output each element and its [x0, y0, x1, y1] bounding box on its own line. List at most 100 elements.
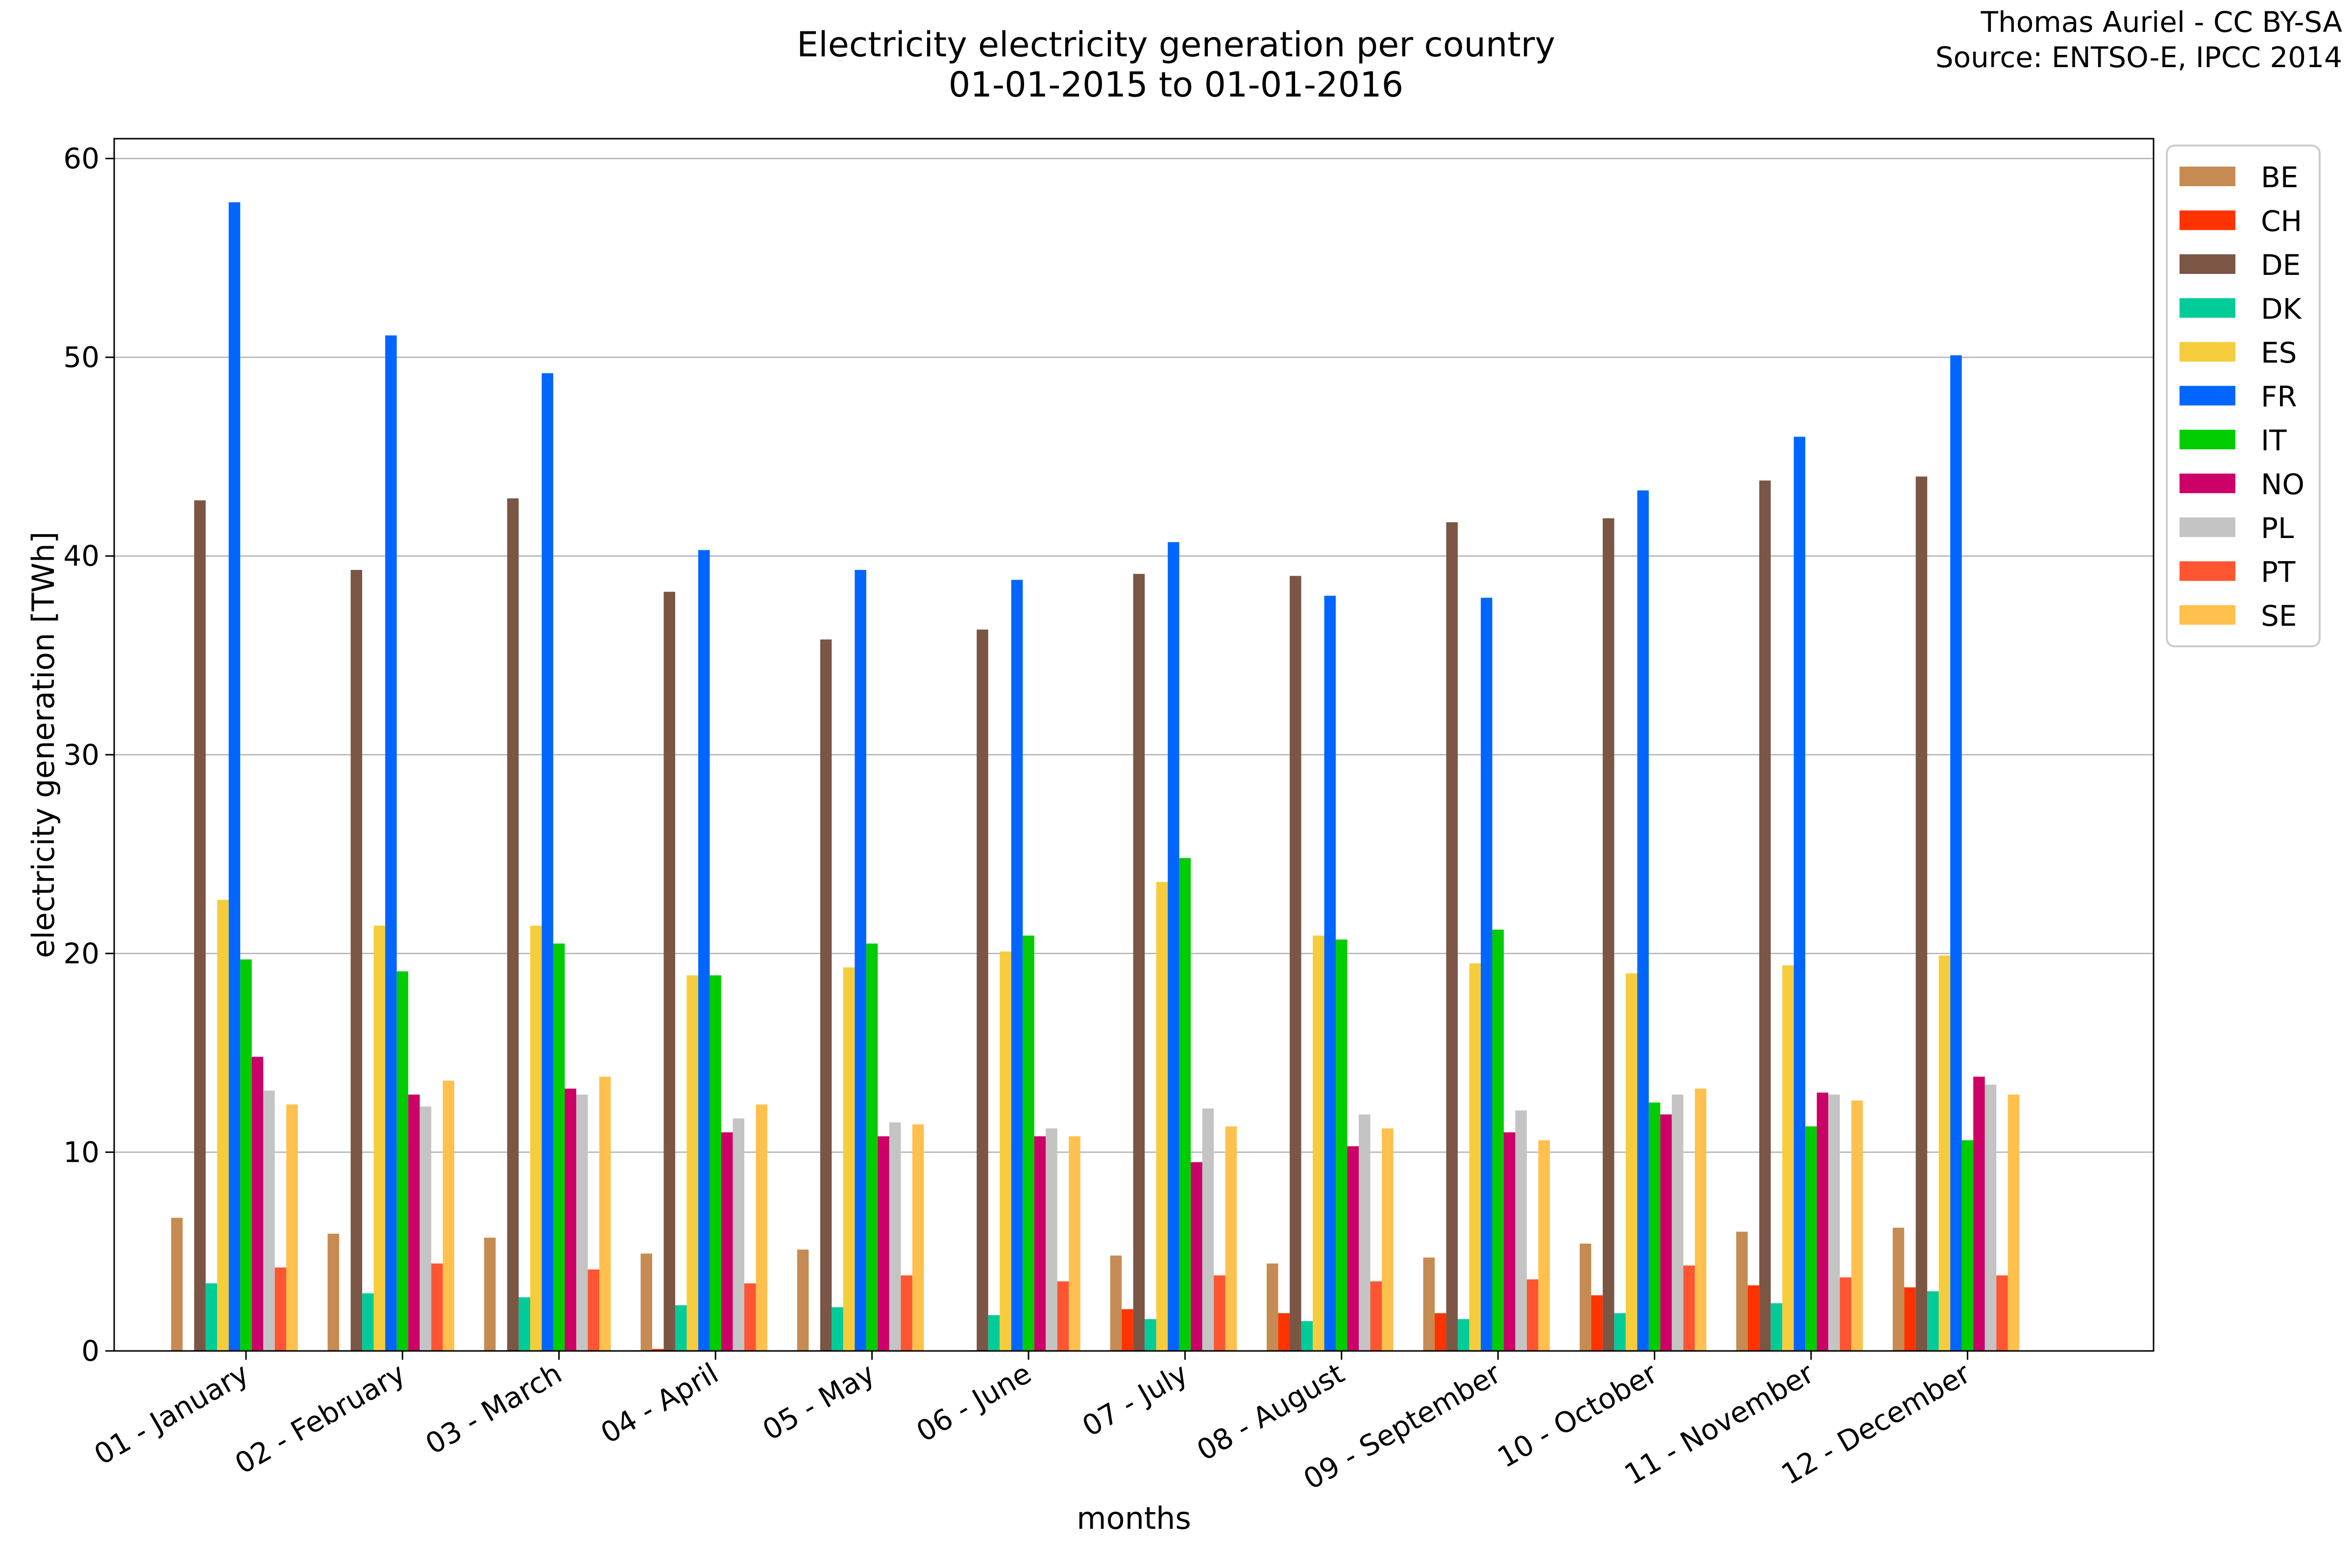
y-tick-label: 0	[81, 1334, 99, 1368]
legend-label-se: SE	[2261, 599, 2297, 633]
bar-pl-2	[419, 1106, 432, 1351]
bar-de-2	[350, 570, 363, 1351]
bar-be-5	[797, 1250, 809, 1351]
bar-es-12	[1938, 955, 1951, 1351]
bar-fr-3	[541, 373, 554, 1351]
bar-de-11	[1759, 480, 1771, 1351]
bar-es-7	[1156, 882, 1168, 1351]
bar-pt-2	[431, 1263, 443, 1351]
bar-pt-4	[744, 1283, 756, 1351]
bar-be-1	[171, 1218, 183, 1351]
bar-pt-6	[1057, 1281, 1069, 1351]
bar-no-9	[1503, 1132, 1516, 1351]
bar-fr-6	[1011, 580, 1023, 1351]
legend-swatch-de	[2180, 254, 2235, 274]
bar-fr-2	[385, 335, 397, 1351]
bar-it-6	[1023, 935, 1034, 1351]
bar-it-7	[1179, 858, 1191, 1351]
legend-label-pt: PT	[2261, 556, 2296, 589]
legend-label-be: BE	[2261, 161, 2298, 194]
bar-se-1	[286, 1104, 298, 1351]
bar-fr-7	[1168, 542, 1179, 1351]
bar-pl-10	[1671, 1094, 1684, 1351]
bar-it-8	[1336, 939, 1348, 1351]
bar-pl-6	[1046, 1128, 1057, 1351]
bar-no-12	[1973, 1077, 1985, 1351]
bar-dk-11	[1770, 1303, 1783, 1351]
chart-title: Electricity electricity generation per c…	[797, 24, 1555, 65]
legend-label-fr: FR	[2261, 380, 2297, 414]
bar-ch-12	[1904, 1287, 1916, 1351]
bar-dk-4	[675, 1305, 687, 1351]
legend: BE CH DE DK ES FR IT NO PL PT SE	[2166, 145, 2321, 647]
y-axis-label: electricity generation [TWh]	[25, 532, 61, 958]
bar-se-8	[1382, 1128, 1394, 1351]
bar-it-11	[1805, 1126, 1817, 1351]
y-axis: 0 10 20 30 40 50 60	[63, 142, 114, 1368]
bar-it-2	[396, 971, 409, 1351]
legend-label-it: IT	[2261, 424, 2287, 457]
bar-no-4	[721, 1132, 733, 1351]
bar-de-12	[1915, 476, 1928, 1351]
bar-dk-5	[832, 1307, 843, 1351]
bar-pl-9	[1515, 1110, 1527, 1351]
bar-de-4	[663, 591, 675, 1351]
bar-se-4	[756, 1104, 767, 1351]
bar-pt-3	[588, 1269, 600, 1351]
bar-be-7	[1110, 1255, 1122, 1351]
y-tick-label: 50	[63, 341, 99, 374]
legend-label-es: ES	[2261, 336, 2297, 369]
bar-be-3	[484, 1237, 496, 1351]
bar-ch-8	[1278, 1313, 1290, 1351]
bar-be-11	[1736, 1231, 1748, 1351]
bar-es-4	[686, 975, 698, 1351]
legend-swatch-pt	[2180, 561, 2235, 581]
bar-pl-4	[733, 1118, 744, 1351]
bar-no-5	[878, 1136, 889, 1351]
bar-no-10	[1660, 1114, 1672, 1351]
bar-de-6	[977, 629, 988, 1351]
bar-dk-8	[1301, 1321, 1313, 1351]
legend-swatch-pl	[2180, 517, 2235, 537]
bar-se-6	[1069, 1136, 1080, 1351]
bar-ch-11	[1747, 1285, 1760, 1351]
bar-it-3	[553, 943, 565, 1351]
legend-swatch-es	[2180, 342, 2235, 362]
bar-ch-9	[1434, 1313, 1446, 1351]
bar-pl-3	[576, 1094, 588, 1351]
bar-be-10	[1579, 1243, 1592, 1351]
bar-dk-12	[1927, 1291, 1939, 1351]
bar-fr-10	[1637, 490, 1649, 1351]
bar-dk-6	[988, 1315, 1000, 1351]
bar-dk-9	[1457, 1319, 1470, 1351]
bar-de-7	[1133, 574, 1145, 1351]
plot-frame	[113, 138, 2155, 1352]
bar-be-8	[1267, 1263, 1278, 1351]
bar-fr-8	[1324, 595, 1336, 1351]
bar-dk-3	[518, 1297, 531, 1351]
legend-swatch-no	[2180, 473, 2235, 493]
bar-pt-1	[274, 1267, 287, 1351]
bar-se-3	[599, 1077, 611, 1351]
bar-se-11	[1851, 1100, 1863, 1351]
y-tick-label: 40	[63, 539, 99, 573]
bar-es-11	[1782, 965, 1794, 1351]
bar-no-11	[1816, 1092, 1829, 1351]
bar-se-5	[912, 1124, 924, 1351]
bar-pl-5	[889, 1122, 901, 1351]
bar-pl-11	[1828, 1094, 1840, 1351]
bar-de-1	[194, 500, 206, 1351]
bar-fr-11	[1793, 437, 1806, 1351]
bar-dk-10	[1614, 1313, 1626, 1351]
y-tick-label: 20	[63, 937, 99, 970]
bar-it-10	[1648, 1102, 1661, 1351]
bar-be-4	[640, 1253, 652, 1351]
bar-pl-8	[1359, 1114, 1371, 1351]
bar-se-10	[1694, 1088, 1707, 1351]
legend-label-pl: PL	[2261, 512, 2294, 545]
legend-label-ch: CH	[2261, 205, 2302, 238]
bar-fr-9	[1480, 597, 1493, 1351]
bar-ch-10	[1591, 1295, 1603, 1351]
bar-be-9	[1423, 1257, 1435, 1351]
